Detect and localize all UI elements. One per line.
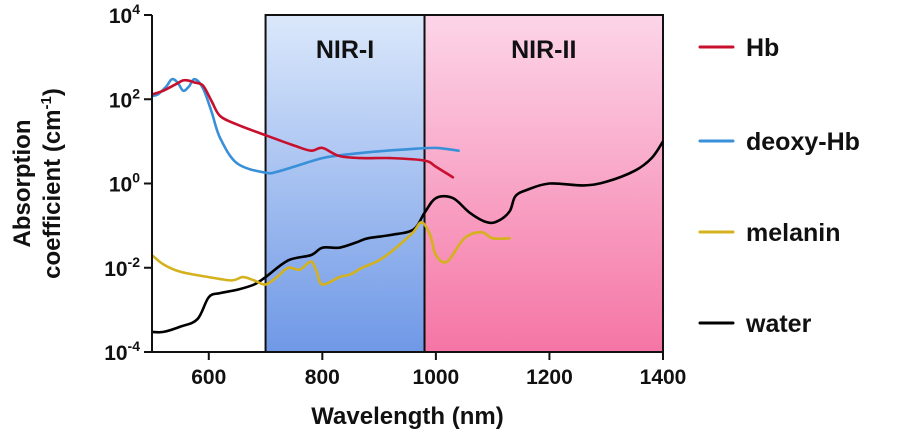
legend-label-melanin: melanin (746, 219, 840, 247)
legend-label-hb: Hb (746, 34, 779, 62)
region-label-nir-i: NIR-I (316, 36, 374, 64)
series-line-water (152, 140, 663, 334)
x-tick-label: 1400 (640, 366, 687, 389)
labels-layer: Wavelength (nm) Absorption coefficient (cm… (9, 36, 576, 430)
legend: Hb deoxy-Hb melanin water (698, 34, 860, 338)
x-tick-label: 1000 (413, 366, 460, 389)
y-axis-title-line1: Absorption (9, 120, 36, 248)
series-line-melanin (152, 221, 511, 286)
series-line-deoxy-hb (152, 77, 460, 175)
legend-label-water: water (745, 310, 812, 338)
region-label-nir-ii: NIR-II (511, 36, 576, 64)
region-nir-i (264, 14, 426, 353)
y-tick-label: 10-4 (104, 338, 140, 365)
x-tick-label: 600 (191, 366, 226, 389)
series-line-hb (152, 78, 455, 179)
series-layer (152, 77, 663, 334)
regions-layer (264, 14, 664, 353)
axes-layer: 600 800 1000 1200 1400 10-4 10-2 100 102 104 (104, 1, 686, 389)
y-axis-title-line2: coefficient (cm-1) (38, 88, 66, 279)
x-tick-label: 1200 (526, 366, 573, 389)
legend-label-deoxy-hb: deoxy-Hb (746, 128, 860, 156)
x-tick-label: 800 (305, 366, 340, 389)
y-tick-label: 100 (109, 170, 140, 197)
y-tick-label: 102 (109, 85, 140, 112)
x-axis-title: Wavelength (nm) (311, 403, 503, 430)
y-tick-label: 104 (109, 1, 140, 28)
y-tick-label: 10-2 (104, 254, 140, 281)
